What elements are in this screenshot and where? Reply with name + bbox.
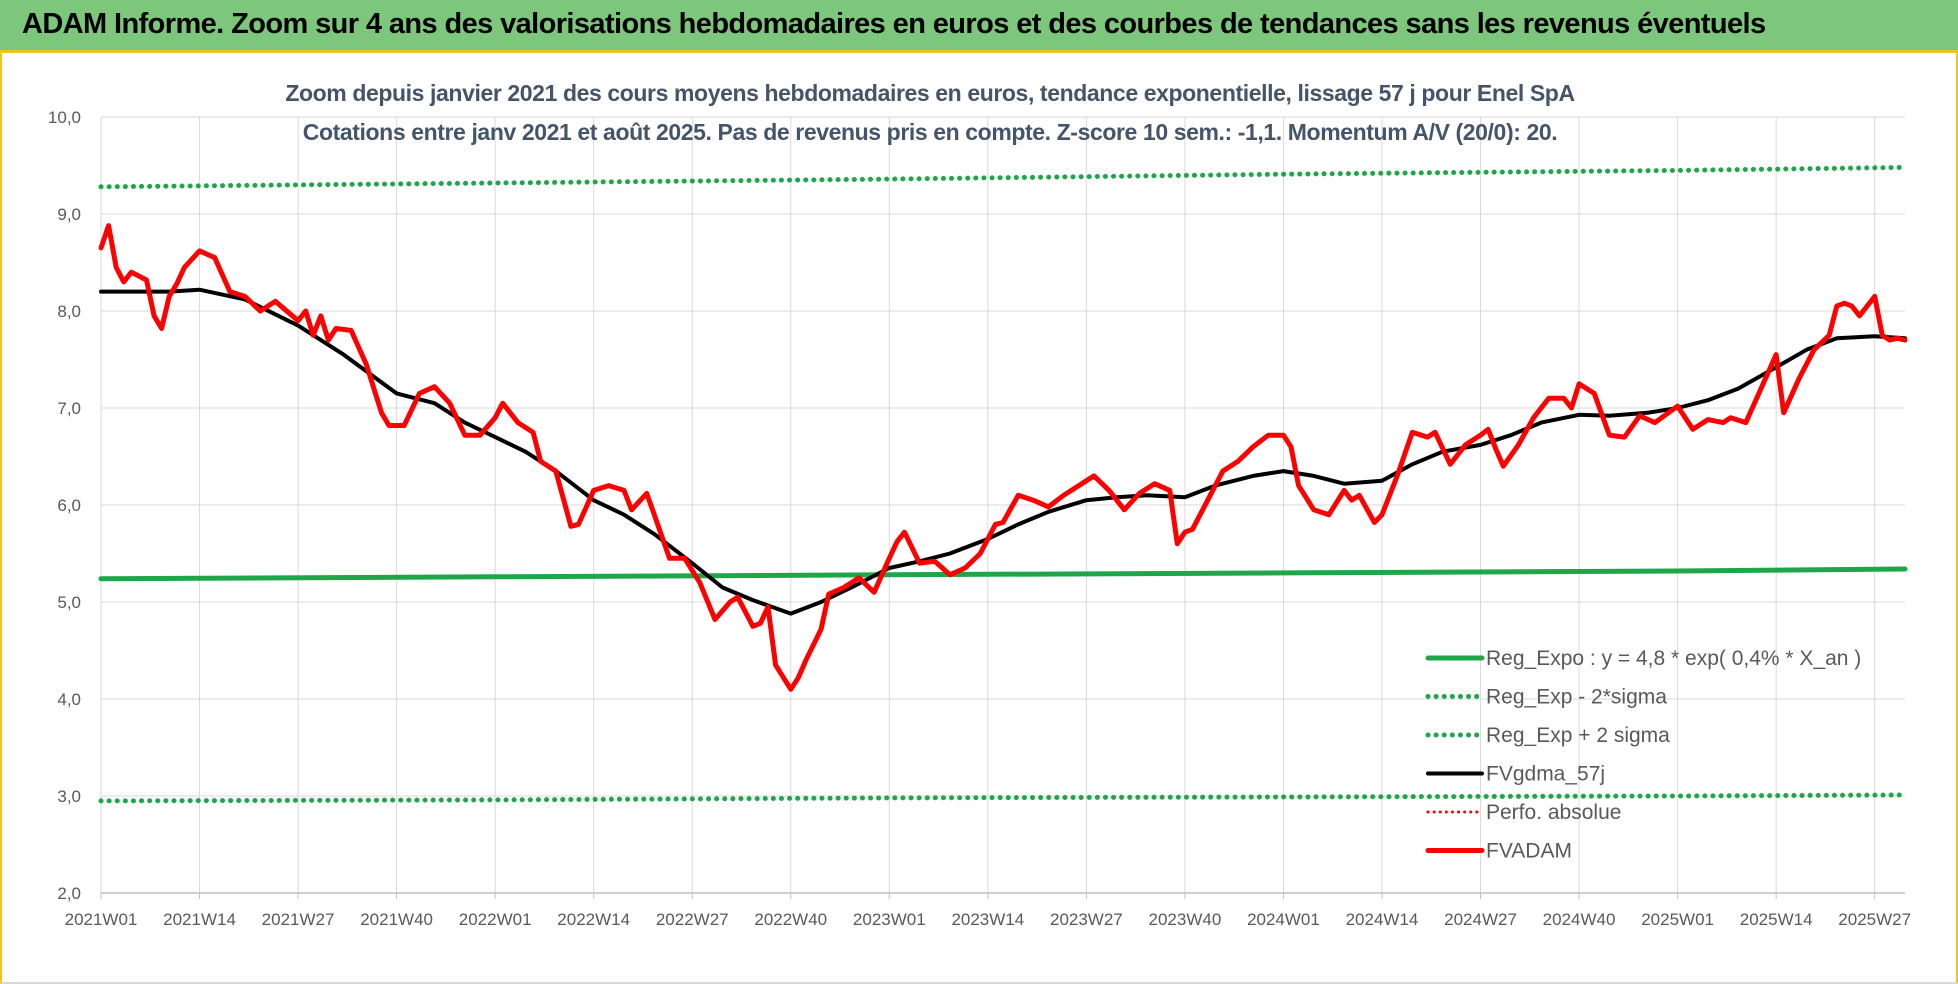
y-tick-label: 8,0 <box>57 302 81 321</box>
x-tick-label: 2023W01 <box>853 910 926 929</box>
header-bar: ADAM Informe. Zoom sur 4 ans des valoris… <box>0 0 1958 53</box>
series-line-3 <box>99 287 1907 616</box>
x-tick-label: 2023W40 <box>1149 910 1222 929</box>
chart-subtitle-line-1: Zoom depuis janvier 2021 des cours moyen… <box>285 80 1575 106</box>
x-tick-label: 2021W01 <box>65 910 138 929</box>
x-tick-label: 2024W14 <box>1346 910 1419 929</box>
x-tick-label: 2023W27 <box>1050 910 1123 929</box>
page-title: ADAM Informe. Zoom sur 4 ans des valoris… <box>22 8 1766 40</box>
x-tick-label: 2024W01 <box>1247 910 1320 929</box>
x-tick-label: 2025W14 <box>1740 910 1813 929</box>
series-line-0 <box>98 566 1908 582</box>
legend-label: Perfo. absolue <box>1486 801 1621 824</box>
x-tick-label: 2024W27 <box>1444 910 1517 929</box>
x-tick-label: 2022W27 <box>656 910 729 929</box>
x-axis: 2021W01 2021W14 2021W27 2021W40 2022W01 2022W… <box>65 892 1911 929</box>
x-tick-label: 2021W27 <box>262 910 335 929</box>
series-layer <box>98 164 1908 804</box>
x-tick-label: 2025W01 <box>1641 910 1714 929</box>
y-tick-label: 2,0 <box>57 884 81 903</box>
y-axis: 2,0 3,0 4,0 5,0 6,0 7,0 8,0 9,0 10,0 <box>48 108 81 903</box>
x-tick-label: 2021W40 <box>360 910 433 929</box>
x-tick-label: 2021W14 <box>163 910 236 929</box>
legend-label: Reg_Exp + 2 sigma <box>1486 724 1670 747</box>
x-tick-label: 2022W01 <box>459 910 532 929</box>
y-tick-label: 4,0 <box>57 690 81 709</box>
y-tick-label: 3,0 <box>57 787 81 806</box>
legend-label: FVgdma_57j <box>1486 763 1605 786</box>
legend-label: Reg_Expo : y = 4,8 * exp( 0,4% * X_an ) <box>1486 647 1861 670</box>
y-tick-label: 9,0 <box>57 205 81 224</box>
legend-label: FVADAM <box>1486 840 1572 863</box>
y-tick-label: 6,0 <box>57 496 81 515</box>
x-tick-label: 2022W14 <box>557 910 630 929</box>
y-tick-label: 7,0 <box>57 399 81 418</box>
x-tick-label: 2022W40 <box>754 910 827 929</box>
legend: Reg_Expo : y = 4,8 * exp( 0,4% * X_an ) R… <box>1425 647 1861 863</box>
grid-layer <box>100 116 1905 894</box>
x-tick-label: 2025W27 <box>1838 910 1911 929</box>
chart-frame <box>0 53 1958 984</box>
chart-subtitle-line-2: Cotations entre janv 2021 et août 2025. … <box>302 119 1558 145</box>
series-line-5 <box>98 223 1908 692</box>
x-tick-label: 2024W40 <box>1543 910 1616 929</box>
legend-label: Reg_Exp - 2*sigma <box>1486 686 1667 709</box>
y-tick-label: 10,0 <box>48 108 81 127</box>
y-tick-label: 5,0 <box>57 593 81 612</box>
series-line-2 <box>98 164 1908 190</box>
x-tick-label: 2023W14 <box>951 910 1024 929</box>
